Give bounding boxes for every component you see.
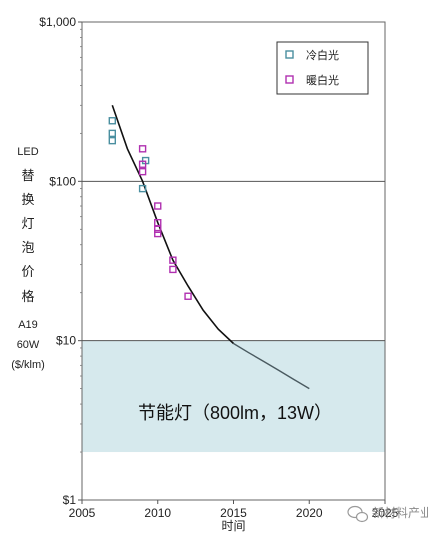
legend-label-warm-white: 暖白光 [306,73,339,87]
warm-white-point [169,256,177,264]
warm-white-point [154,229,162,238]
y-tick-label: $10 [56,334,76,348]
x-axis-label: 时间 [221,519,245,533]
legend-label-cool-white: 冷白光 [306,48,339,62]
legend: 冷白光 暖白光 [276,41,369,95]
warm-white-point [154,202,162,210]
x-tick-label: 2020 [296,506,323,520]
y-tick-label: $100 [49,174,76,188]
cool-white-point [108,129,117,138]
watermark-text: 新材料产业 [372,505,428,520]
warm-white-point [138,167,147,176]
x-tick-label: 2025 [372,506,399,520]
cool-white-point [108,117,117,125]
y-axis-label-line: 换 [21,192,34,207]
y-axis-label-line: 灯 [21,216,34,231]
trend-line-projected [233,342,310,390]
data-points [108,117,192,300]
x-axis-ticks: 2005 2010 2015 2020 2025 [69,500,399,520]
legend-marker-warm-white [285,75,294,84]
x-tick-label: 2015 [220,506,247,520]
y-tick-label: $1 [63,493,77,507]
y-axis-label-line: 价 [21,264,34,279]
target-band [82,340,385,453]
warm-white-point [154,225,162,233]
warm-white-point [169,265,177,274]
y-axis-label-line: 60W [17,339,40,351]
wechat-icon [347,505,369,523]
y-axis-label-line: LED [17,146,38,158]
y-axis-label-line: ($/klm) [11,359,45,371]
y-axis-ticks: $1 $10 $100 $1,000 [39,15,82,507]
warm-white-point [184,292,192,300]
warm-white-point [138,145,147,153]
warm-white-point [138,160,147,168]
y-axis-label-line: 格 [21,289,34,304]
watermark: 新材料产业 [347,505,428,523]
y-tick-label: $1,000 [39,15,76,29]
cool-white-point [108,136,117,145]
trend-line [111,105,235,345]
y-gridlines [82,180,385,342]
y-axis-label-line: 替 [21,168,34,183]
cfl-annotation: 节能灯（800lm，13W） [138,403,332,423]
y-axis-label-line: 泡 [21,240,34,255]
x-tick-label: 2005 [69,506,96,520]
x-tick-label: 2010 [144,506,171,520]
y-axis-label-line: A19 [18,319,38,331]
cool-white-point [138,184,147,193]
legend-marker-cool-white [285,50,294,59]
